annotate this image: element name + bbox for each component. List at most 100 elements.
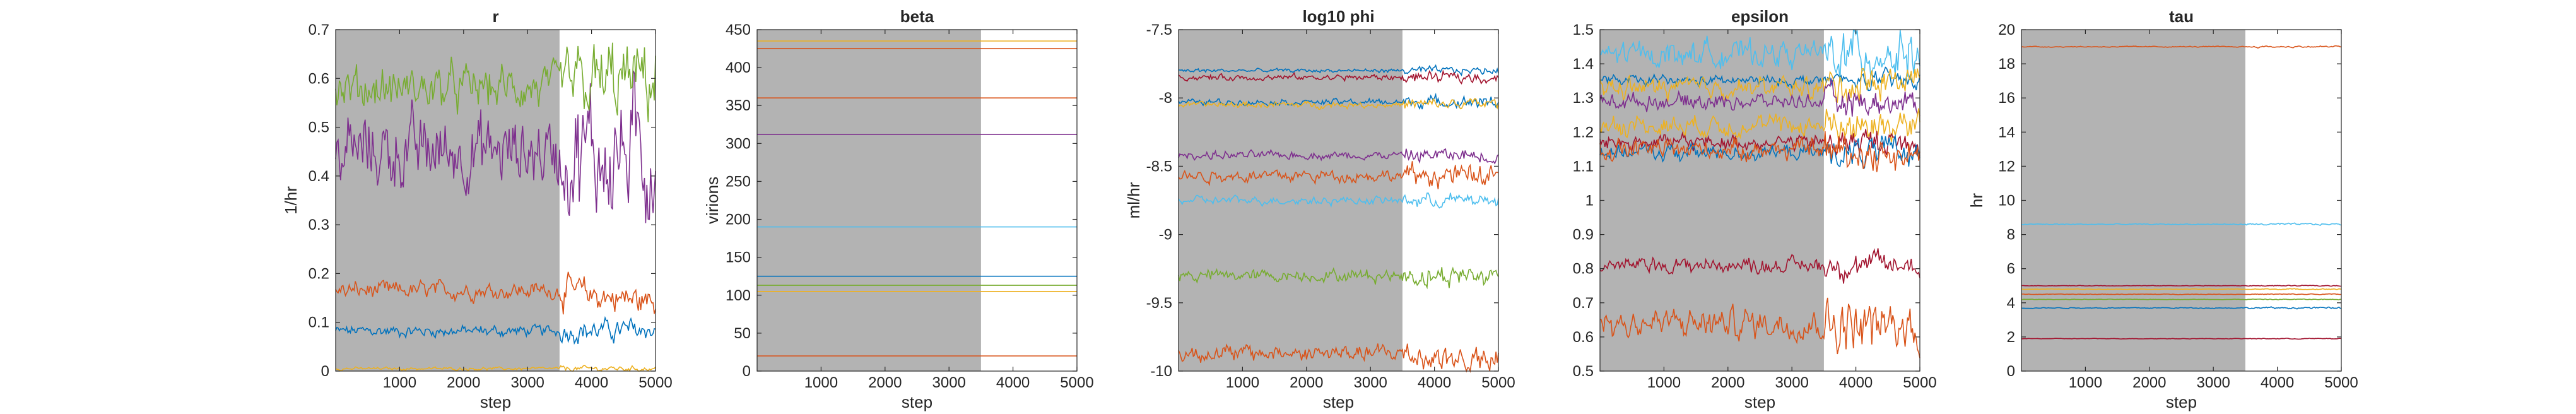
series-line-3 [1178, 97, 1499, 110]
x-tick-label: 1000 [383, 374, 416, 391]
y-tick-label: 20 [1998, 21, 2015, 38]
y-tick-label: 0 [2007, 363, 2015, 380]
y-tick-label: 300 [726, 135, 751, 152]
series-line-5 [1178, 161, 1499, 189]
y-tick-label: 1.3 [1573, 90, 1594, 107]
y-tick-label: 0.6 [309, 70, 329, 87]
y-tick-label: 14 [1998, 124, 2015, 141]
series-line-3 [1599, 77, 1920, 117]
x-tick-label: 1000 [804, 374, 838, 391]
x-axis-label: step [1744, 393, 1775, 411]
y-tick-label: 1.5 [1573, 21, 1594, 38]
x-tick-label: 2000 [1290, 374, 1323, 391]
series-line-2 [1599, 68, 1920, 104]
x-tick-label: 1000 [2069, 374, 2102, 391]
x-tick-label: 4000 [2261, 374, 2294, 391]
chart-title: tau [2169, 7, 2194, 26]
y-tick-label: 0 [743, 363, 751, 380]
series-line-1 [2021, 222, 2342, 227]
series-line-4 [1599, 108, 1920, 143]
series-line-2 [335, 364, 656, 372]
y-tick-label: 1.2 [1573, 124, 1594, 141]
y-tick-label: 0.4 [309, 168, 329, 185]
series-line-0 [335, 316, 656, 345]
y-tick-label: 200 [726, 211, 751, 228]
y-tick-label: 4 [2007, 295, 2015, 312]
series-line-7 [1178, 266, 1499, 290]
y-tick-label: 0.5 [1573, 363, 1594, 380]
series-line-7 [1599, 131, 1920, 172]
x-axis-label: step [2166, 393, 2197, 411]
y-tick-label: 18 [1998, 56, 2015, 73]
y-tick-label: 1.1 [1573, 158, 1594, 175]
series-line-1 [1178, 69, 1499, 85]
x-tick-label: 4000 [575, 374, 608, 391]
series-line-4 [1178, 148, 1499, 165]
axes-box [756, 29, 1078, 372]
y-tick-label: -10 [1150, 363, 1172, 380]
series-line-0 [2021, 45, 2342, 49]
x-tick-label: 4000 [996, 374, 1030, 391]
y-tick-label: 0.6 [1573, 329, 1594, 346]
axes-box [1178, 29, 1499, 372]
burnin-shading [1179, 30, 1403, 371]
y-tick-label: 450 [726, 21, 751, 38]
burnin-shading [757, 30, 981, 371]
y-tick-label: 350 [726, 97, 751, 114]
y-tick-label: -8 [1159, 90, 1172, 107]
y-axis-label: hr [1967, 193, 1986, 208]
burnin-shading [336, 30, 560, 371]
series-line-6 [2021, 306, 2342, 310]
y-tick-label: -7.5 [1146, 21, 1172, 38]
y-tick-label: 0.3 [309, 216, 329, 234]
y-tick-label: 0.7 [309, 21, 329, 38]
y-tick-label: 10 [1998, 192, 2015, 210]
x-tick-label: 1000 [1647, 374, 1681, 391]
series-line-7 [2021, 338, 2342, 340]
x-tick-label: 4000 [1839, 374, 1873, 391]
chart-panel-3: 1000 2000 3000 4000 5000 0.5 0.6 0.7 0.8 0.9 1 1.1 1… [1573, 7, 1937, 411]
y-tick-label: 0 [321, 363, 329, 380]
y-axis-label: 1/hr [281, 186, 300, 215]
y-tick-label: 1.4 [1573, 56, 1594, 73]
y-tick-label: -8.5 [1146, 158, 1172, 175]
series-line-6 [1178, 192, 1499, 209]
chart-title: beta [900, 7, 934, 26]
y-tick-label: 150 [726, 249, 751, 266]
x-tick-label: 5000 [1481, 374, 1515, 391]
y-tick-label: 50 [734, 325, 751, 342]
y-tick-label: 0.7 [1573, 295, 1594, 312]
series-line-0 [1599, 29, 1920, 83]
series-line-3 [335, 70, 656, 223]
x-tick-label: 2000 [2132, 374, 2166, 391]
y-tick-label: 2 [2007, 329, 2015, 346]
y-axis-label: ml/hr [1124, 182, 1143, 218]
chart-panel-2: 1000 2000 3000 4000 5000 -10 -9.5 -9 -8.5 -8 -7.5 l… [1124, 7, 1515, 411]
y-tick-label: 100 [726, 287, 751, 304]
y-tick-label: 12 [1998, 158, 2015, 175]
x-tick-label: 5000 [1060, 374, 1093, 391]
x-axis-label: step [480, 393, 511, 411]
x-axis-label: step [1323, 393, 1354, 411]
series-line-2 [2021, 285, 2342, 287]
x-tick-label: 2000 [868, 374, 902, 391]
y-tick-label: 400 [726, 59, 751, 76]
x-tick-label: 4000 [1418, 374, 1451, 391]
y-tick-label: 250 [726, 173, 751, 190]
x-tick-label: 3000 [932, 374, 966, 391]
x-tick-label: 3000 [2197, 374, 2230, 391]
series-line-5 [2021, 298, 2342, 300]
y-tick-label: 0.9 [1573, 227, 1594, 244]
y-axis-label: virions [703, 177, 722, 224]
series-line-8 [1178, 343, 1499, 374]
x-axis-label: step [902, 393, 932, 411]
x-tick-label: 5000 [2324, 374, 2358, 391]
series-line-0 [1179, 64, 1499, 76]
x-tick-label: 5000 [638, 374, 672, 391]
x-tick-label: 3000 [511, 374, 544, 391]
series-line-9 [1600, 297, 1920, 358]
chart-title: r [492, 7, 498, 26]
series-line-3 [2021, 288, 2342, 290]
x-tick-label: 1000 [1226, 374, 1259, 391]
